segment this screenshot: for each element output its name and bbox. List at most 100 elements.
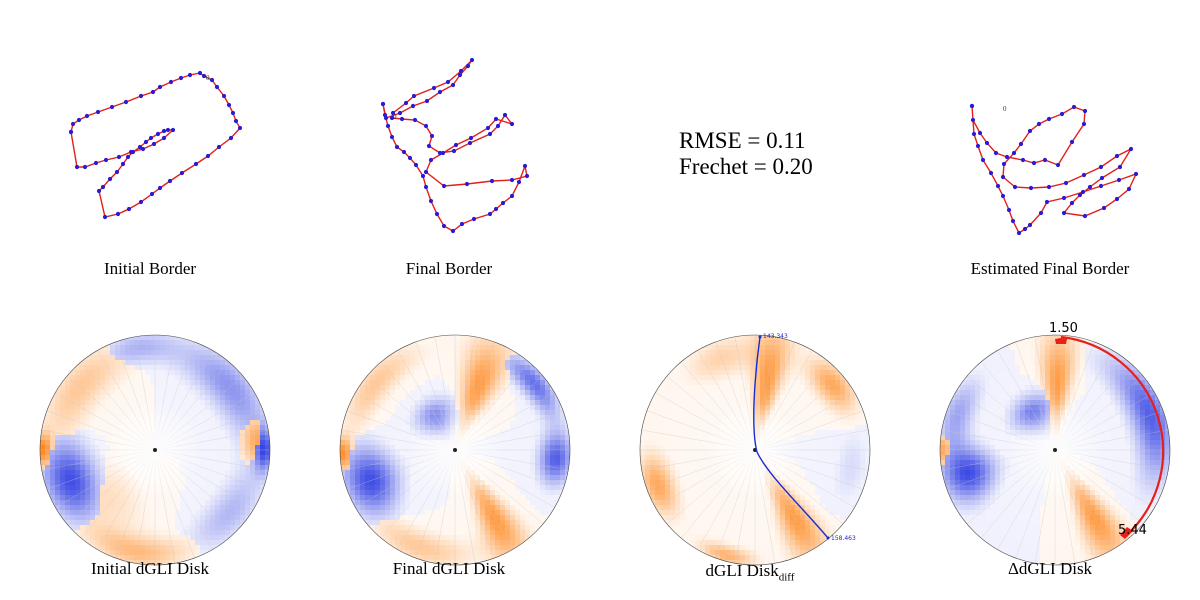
disk-cell bbox=[830, 415, 836, 421]
disk-cell bbox=[405, 360, 411, 366]
border-point bbox=[423, 169, 429, 175]
disk-cell bbox=[90, 480, 96, 486]
disk-cell bbox=[825, 490, 831, 496]
disk-cell bbox=[180, 500, 186, 506]
disk-cell bbox=[515, 475, 521, 481]
disk-cell bbox=[110, 395, 116, 401]
border-point bbox=[126, 206, 132, 212]
border-point bbox=[1098, 183, 1104, 189]
disk-cell bbox=[530, 515, 536, 521]
initial-border-marker: 0 bbox=[206, 74, 210, 82]
disk-cell bbox=[465, 335, 471, 341]
disk-cell bbox=[455, 505, 461, 511]
disk-cell bbox=[95, 475, 101, 481]
disk-cell bbox=[190, 485, 196, 491]
disk-cell bbox=[440, 370, 446, 376]
disk-cell bbox=[70, 425, 76, 431]
disk-cell bbox=[370, 470, 376, 476]
disk-cell bbox=[80, 390, 86, 396]
disk-cell bbox=[190, 410, 196, 416]
disk-cell bbox=[750, 340, 756, 346]
disk-cell bbox=[395, 365, 401, 371]
disk-cell bbox=[540, 380, 546, 386]
disk-cell bbox=[650, 435, 656, 441]
disk-cell bbox=[790, 380, 796, 386]
disk-cell bbox=[430, 350, 436, 356]
disk-cell bbox=[70, 435, 76, 441]
disk-cell bbox=[245, 430, 251, 436]
disk-cell bbox=[750, 355, 756, 361]
rmse-text: RMSE = 0.11 bbox=[679, 128, 806, 153]
disk-cell bbox=[515, 365, 521, 371]
disk-cell bbox=[565, 460, 570, 466]
disk-cell bbox=[405, 480, 411, 486]
disk-cell bbox=[670, 490, 676, 496]
disk-cell bbox=[775, 370, 781, 376]
disk-cell bbox=[670, 380, 676, 386]
disk-cell bbox=[510, 505, 516, 511]
disk-cell bbox=[40, 465, 46, 471]
disk-cell bbox=[820, 420, 826, 426]
disk-cell bbox=[705, 435, 711, 441]
disk-cell bbox=[445, 340, 451, 346]
disk-cell bbox=[80, 370, 86, 376]
disk-cell bbox=[105, 350, 111, 356]
disk-cell bbox=[255, 445, 261, 451]
disk-cell bbox=[550, 470, 556, 476]
disk-cell bbox=[525, 445, 531, 451]
disk-cell bbox=[665, 450, 671, 456]
disk-cell bbox=[415, 340, 421, 346]
disk-cell bbox=[165, 530, 171, 536]
disk-cell bbox=[655, 465, 661, 471]
disk-cell bbox=[675, 490, 681, 496]
disk-cell bbox=[120, 495, 126, 501]
disk-cell bbox=[70, 405, 76, 411]
disk-cell bbox=[695, 435, 701, 441]
disk-cell bbox=[95, 540, 101, 546]
disk-cell bbox=[530, 535, 536, 541]
disk-cell bbox=[210, 370, 216, 376]
disk-cell bbox=[400, 515, 406, 521]
disk-cell bbox=[230, 370, 236, 376]
disk-cell bbox=[135, 540, 141, 546]
disk-cell bbox=[440, 555, 446, 561]
disk-cell bbox=[85, 450, 91, 456]
disk-cell bbox=[60, 390, 66, 396]
disk-cell bbox=[410, 515, 416, 521]
disk-cell bbox=[515, 505, 521, 511]
disk-cell bbox=[405, 545, 411, 551]
disk-cell bbox=[480, 530, 486, 536]
disk-cell bbox=[115, 500, 121, 506]
disk-cell bbox=[515, 370, 521, 376]
disk-cell bbox=[475, 385, 481, 391]
disk-cell bbox=[200, 410, 206, 416]
disk-cell bbox=[805, 450, 811, 456]
disk-cell bbox=[560, 415, 566, 421]
disk-cell bbox=[175, 335, 181, 341]
disk-cell bbox=[190, 510, 196, 516]
disk-cell bbox=[700, 445, 706, 451]
disk-cell bbox=[815, 445, 821, 451]
disk-cell bbox=[490, 550, 496, 556]
disk-cell bbox=[725, 395, 731, 401]
disk-cell bbox=[825, 425, 831, 431]
disk-cell bbox=[255, 440, 261, 446]
disk-cell bbox=[100, 450, 106, 456]
disk-cell bbox=[170, 505, 176, 511]
disk-cell bbox=[365, 490, 371, 496]
border-point bbox=[1012, 184, 1018, 190]
disk-cell bbox=[460, 375, 466, 381]
disk-cell bbox=[830, 375, 836, 381]
disk-cell bbox=[380, 530, 386, 536]
disk-cell bbox=[110, 495, 116, 501]
disk-cell bbox=[365, 385, 371, 391]
disk-cell bbox=[105, 410, 111, 416]
disk-cell bbox=[755, 340, 761, 346]
disk-cell bbox=[415, 520, 421, 526]
disk-cell bbox=[550, 425, 556, 431]
disk-cell bbox=[110, 410, 116, 416]
disk-cell bbox=[475, 555, 481, 561]
disk-cell bbox=[800, 410, 806, 416]
disk-cell bbox=[655, 455, 661, 461]
disk-cell bbox=[115, 520, 121, 526]
